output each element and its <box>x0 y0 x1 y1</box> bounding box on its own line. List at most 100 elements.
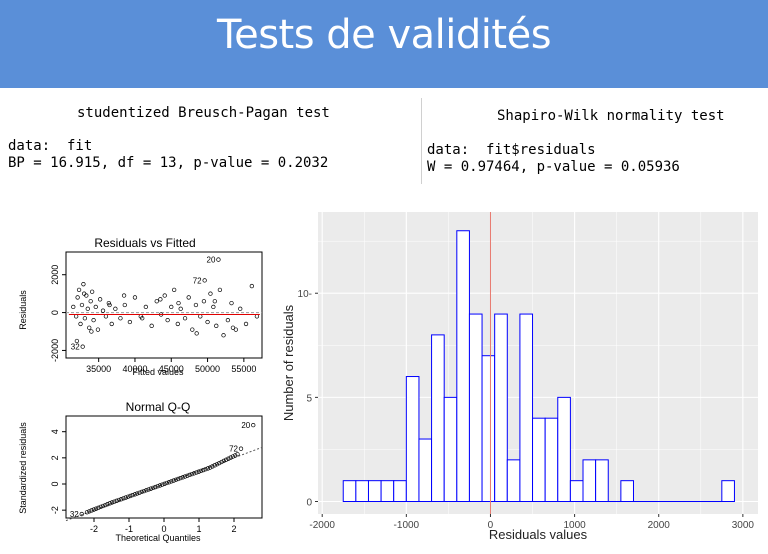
qq-point <box>103 502 108 508</box>
title-banner: Tests de validités <box>0 0 768 88</box>
rvf-point <box>93 304 98 310</box>
rvf-ytick-label: 0 <box>50 310 60 315</box>
rvf-point <box>225 317 231 323</box>
normal-qq-chart: Normal Q-Q Standardized residuals Theore… <box>18 400 263 543</box>
rvf-point <box>88 299 93 304</box>
rvf-point <box>71 304 76 310</box>
hist-bar <box>431 334 445 503</box>
rvf-xlabel: Fitted values <box>132 367 184 377</box>
hist-bar <box>380 480 395 503</box>
hist-xtick-label: -1000 <box>394 520 420 531</box>
qq-ytick-label: 2 <box>50 455 60 460</box>
hist-bar <box>468 313 483 503</box>
qq-point <box>91 507 96 512</box>
hist-bar <box>557 396 571 503</box>
qq-point <box>180 475 185 480</box>
hist-bar <box>532 417 546 503</box>
bp-test-data-line: data: fit <box>8 138 93 154</box>
rvf-point <box>74 338 80 344</box>
rvf-point <box>254 314 260 319</box>
qq-point <box>109 500 115 505</box>
rvf-xtick-label: 40000 <box>122 364 147 374</box>
rvf-point <box>217 287 223 293</box>
rvf-point <box>229 300 234 306</box>
rvf-point <box>249 283 254 289</box>
rvf-point <box>194 331 199 336</box>
qq-point <box>201 467 206 473</box>
rvf-point-label: 32 <box>71 343 80 352</box>
qq-point <box>187 472 192 478</box>
qq-point <box>89 508 94 513</box>
qq-title: Normal Q-Q <box>126 400 191 414</box>
qq-point <box>107 501 112 506</box>
hist-bar <box>405 376 420 503</box>
rvf-ylabel: Residuals <box>18 290 28 330</box>
rvf-point <box>106 300 111 306</box>
qq-point <box>96 505 101 510</box>
hist-bar <box>494 313 508 503</box>
qq-ytick-label: 4 <box>50 429 60 434</box>
rvf-point <box>182 316 188 321</box>
qq-point <box>194 470 199 475</box>
residuals-vs-fitted-chart: Residuals vs Fitted Residuals Fitted val… <box>18 236 263 377</box>
output-divider <box>421 98 422 184</box>
qq-point <box>98 504 103 510</box>
rvf-point <box>178 306 183 311</box>
qq-point-label: 32 <box>70 510 79 519</box>
rvf-point <box>140 316 145 321</box>
hist-bar <box>620 480 634 503</box>
rvf-point <box>81 291 87 296</box>
rvf-point <box>89 289 95 294</box>
rvf-point <box>214 323 219 328</box>
rvf-point <box>80 344 85 349</box>
rvf-point-label: 20 <box>207 256 216 265</box>
rvf-title: Residuals vs Fitted <box>94 236 195 250</box>
rvf-point <box>233 327 239 332</box>
rvf-point <box>95 327 101 332</box>
bp-test-result-line: BP = 16.915, df = 13, p-value = 0.2032 <box>8 155 329 171</box>
rvf-point <box>212 299 217 304</box>
hist-xtick-label: 1000 <box>563 520 586 531</box>
qq-point <box>84 510 90 515</box>
qq-point <box>112 499 117 504</box>
qq-point <box>189 471 195 477</box>
slide-title: Tests de validités <box>216 12 552 58</box>
hist-ylabel: Number of residuals <box>281 304 296 421</box>
rvf-point <box>76 287 82 293</box>
rvf-point <box>162 293 167 298</box>
qq-ytick-label: -2 <box>50 506 60 514</box>
qq-point <box>139 489 144 495</box>
hist-xtick-label: 0 <box>488 520 494 531</box>
rvf-point-label: 72 <box>193 276 202 285</box>
qq-xtick-label: -1 <box>125 524 133 534</box>
hist-bar <box>519 313 534 503</box>
rvf-point <box>201 299 207 304</box>
qq-point <box>192 471 197 476</box>
hist-bar <box>342 480 357 503</box>
qq-point <box>135 491 140 496</box>
hist-bar <box>355 480 369 503</box>
rvf-point <box>85 306 90 311</box>
hist-bar <box>595 459 609 503</box>
qq-point <box>79 511 84 517</box>
hist-xlabel: Residuals values <box>489 527 588 542</box>
rvf-point <box>221 333 226 338</box>
rvf-ytick-label: 2000 <box>50 265 60 285</box>
qq-ylabel: Standardized residuals <box>18 422 28 514</box>
rvf-point <box>118 316 123 321</box>
qq-xlabel: Theoretical Quantiles <box>115 533 201 543</box>
qq-point <box>228 455 233 460</box>
hist-bar <box>582 459 597 503</box>
qq-point <box>166 480 172 485</box>
qq-point <box>116 497 122 503</box>
rvf-point <box>176 300 181 306</box>
qq-point <box>233 453 238 458</box>
rvf-point <box>190 327 195 332</box>
rvf-point <box>202 278 207 283</box>
hist-ytick-label: 5 <box>306 393 312 404</box>
bp-test-title: studentized Breusch-Pagan test <box>77 105 330 121</box>
rvf-point <box>205 319 210 325</box>
rvf-point <box>75 295 80 300</box>
residuals-histogram-chart: -2000 -1000 0 1000 2000 3000 0 5 10- Residuals v… <box>281 212 758 542</box>
qq-point <box>128 493 133 499</box>
